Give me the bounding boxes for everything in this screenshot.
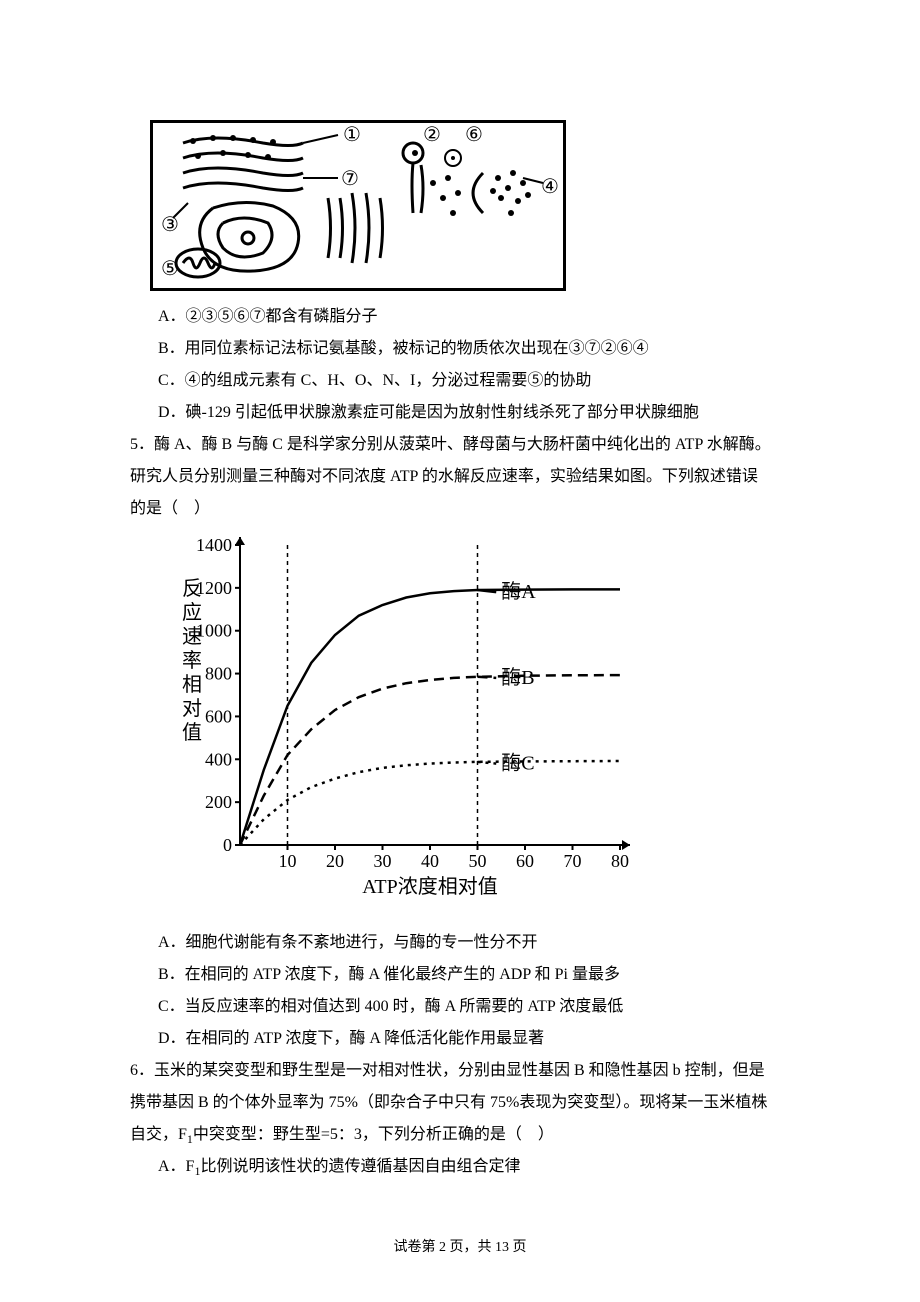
q6-stem-3-post: 中突变型：野生型=5：3，下列分析正确的是（ ） (193, 1126, 554, 1143)
svg-text:0: 0 (223, 835, 232, 855)
q5-stem-1: 5．酶 A、酶 B 与酶 C 是科学家分别从菠菜叶、酵母菌与大肠杆菌中纯化出的 … (130, 429, 790, 461)
q5-option-a: A．细胞代谢能有条不紊地进行，与酶的专一性分不开 (130, 927, 790, 959)
q5-option-c: C．当反应速率的相对值达到 400 时，酶 A 所需要的 ATP 浓度最低 (130, 991, 790, 1023)
footer-cur: 2 (439, 1240, 446, 1255)
svg-text:400: 400 (205, 749, 232, 769)
footer-tot: 13 (495, 1240, 509, 1255)
q6-optA-pre: A．F (158, 1158, 194, 1175)
svg-text:1400: 1400 (196, 535, 232, 555)
q5-chart-svg: 0200400600800100012001400102030405060708… (170, 535, 640, 905)
svg-text:酶C: 酶C (501, 752, 534, 775)
diagram-label-5: ⑤ (161, 258, 179, 280)
q6-optA-post: 比例说明该性状的遗传遵循基因自由组合定律 (200, 1158, 520, 1175)
svg-text:80: 80 (611, 851, 629, 871)
svg-text:600: 600 (205, 706, 232, 726)
svg-text:200: 200 (205, 792, 232, 812)
svg-text:800: 800 (205, 664, 232, 684)
svg-text:速: 速 (182, 625, 202, 648)
diagram-label-7: ⑦ (341, 168, 359, 190)
svg-text:10: 10 (279, 851, 297, 871)
page-footer: 试卷第 2 页，共 13 页 (0, 1234, 920, 1262)
svg-text:30: 30 (374, 851, 392, 871)
page: ① ② ③ ④ ⑤ ⑥ ⑦ A．②③⑤⑥⑦都含有磷脂分子 B．用同位素标记法标记… (0, 0, 920, 1302)
cell-diagram-figure: ① ② ③ ④ ⑤ ⑥ ⑦ (150, 120, 566, 291)
diagram-label-4: ④ (541, 176, 559, 198)
q6-stem-2: 携带基因 B 的个体外显率为 75%（即杂合子中只有 75%表现为突变型）。现将… (130, 1087, 790, 1119)
q6-stem-3: 自交，F1中突变型：野生型=5：3，下列分析正确的是（ ） (130, 1119, 790, 1151)
svg-text:40: 40 (421, 851, 439, 871)
q5-stem-2: 研究人员分别测量三种酶对不同浓度 ATP 的水解反应速率，实验结果如图。下列叙述… (130, 461, 790, 493)
svg-text:20: 20 (326, 851, 344, 871)
svg-text:值: 值 (182, 721, 202, 744)
svg-text:酶A: 酶A (501, 580, 536, 603)
diagram-label-3: ③ (161, 214, 179, 236)
q6-stem-3-pre: 自交，F (130, 1126, 187, 1143)
q6-stem-1: 6．玉米的某突变型和野生型是一对相对性状，分别由显性基因 B 和隐性基因 b 控… (130, 1055, 790, 1087)
q5-stem-3: 的是（ ） (130, 493, 790, 525)
cell-diagram-svg: ① ② ③ ④ ⑤ ⑥ ⑦ (153, 123, 563, 288)
svg-text:对: 对 (182, 697, 202, 720)
diagram-label-6: ⑥ (465, 124, 483, 146)
svg-text:反: 反 (182, 577, 202, 600)
footer-post: 页 (509, 1240, 527, 1255)
q5-option-b: B．在相同的 ATP 浓度下，酶 A 催化最终产生的 ADP 和 Pi 量最多 (130, 959, 790, 991)
q4-option-c: C．④的组成元素有 C、H、O、N、I，分泌过程需要⑤的协助 (130, 365, 790, 397)
svg-text:ATP浓度相对值: ATP浓度相对值 (362, 875, 498, 898)
svg-text:应: 应 (182, 601, 202, 624)
svg-text:50: 50 (469, 851, 487, 871)
footer-mid: 页，共 (446, 1240, 495, 1255)
q4-option-b: B．用同位素标记法标记氨基酸，被标记的物质依次出现在③⑦②⑥④ (130, 333, 790, 365)
q4-option-d: D．碘-129 引起低甲状腺激素症可能是因为放射性射线杀死了部分甲状腺细胞 (130, 397, 790, 429)
svg-text:70: 70 (564, 851, 582, 871)
q5-option-d: D．在相同的 ATP 浓度下，酶 A 降低活化能作用最显著 (130, 1023, 790, 1055)
q4-option-a: A．②③⑤⑥⑦都含有磷脂分子 (130, 301, 790, 333)
q5-chart: 0200400600800100012001400102030405060708… (170, 535, 790, 917)
svg-text:相: 相 (182, 673, 202, 696)
footer-pre: 试卷第 (394, 1240, 440, 1255)
svg-text:酶B: 酶B (501, 666, 534, 689)
diagram-label-2: ② (423, 124, 441, 146)
svg-text:60: 60 (516, 851, 534, 871)
q6-option-a: A．F1比例说明该性状的遗传遵循基因自由组合定律 (130, 1151, 790, 1183)
svg-text:率: 率 (182, 649, 202, 672)
diagram-label-1: ① (343, 124, 361, 146)
